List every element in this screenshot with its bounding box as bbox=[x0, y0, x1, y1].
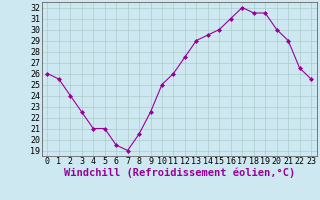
X-axis label: Windchill (Refroidissement éolien,°C): Windchill (Refroidissement éolien,°C) bbox=[64, 168, 295, 178]
